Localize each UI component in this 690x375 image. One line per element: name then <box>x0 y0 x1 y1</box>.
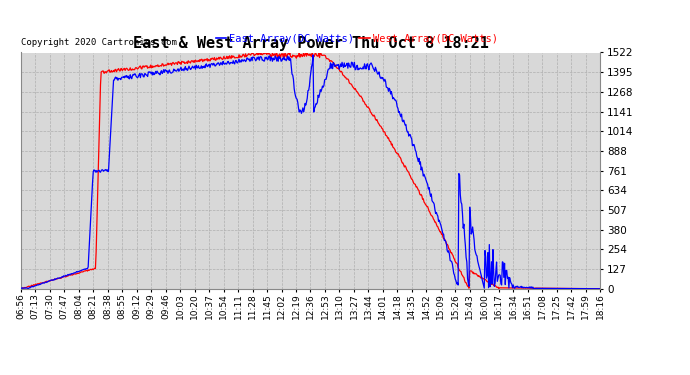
Title: East & West Array Power Thu Oct 8 18:21: East & West Array Power Thu Oct 8 18:21 <box>132 36 489 51</box>
Legend: East Array(DC Watts), West Array(DC Watts): East Array(DC Watts), West Array(DC Watt… <box>212 29 502 48</box>
Text: Copyright 2020 Cartronics.com: Copyright 2020 Cartronics.com <box>21 38 177 47</box>
